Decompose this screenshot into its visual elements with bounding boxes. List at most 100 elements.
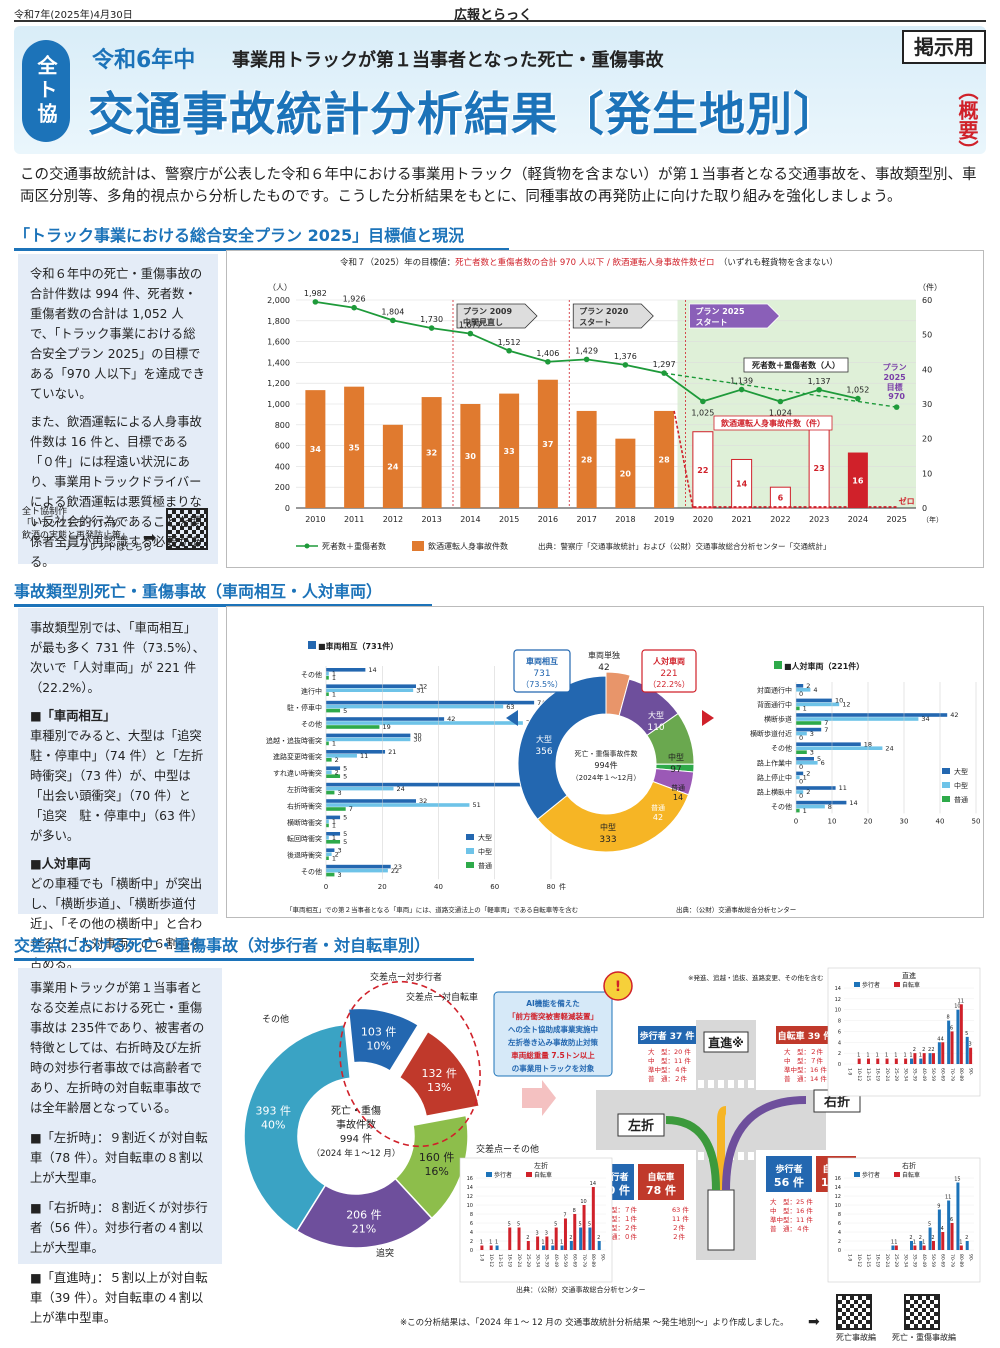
count-straight-bike [776,1026,834,1044]
mini-left-xtick: 25-29 [525,1254,531,1267]
mini-right-bar [928,1227,932,1250]
mini-left-val: 2 [597,1235,600,1241]
vehicle-mutual-bar [326,692,329,696]
mini-straight-xtick: 20-24 [884,1068,890,1081]
left-label: 左折 [628,1118,654,1134]
vehicle-mutual-category: 横断時衝突 [287,818,322,827]
mini-right-xtick: 1-9 [847,1254,853,1261]
leaflet-caption-4: リーフレットはこちら [62,543,152,553]
mini-left-ytick: 12 [467,1194,473,1200]
mini-left-val: 1 [495,1240,498,1246]
mini-straight-ytick: 8 [838,1019,841,1025]
mini-right-val: 4 [941,1226,944,1232]
qr-code-serious[interactable] [904,1294,940,1330]
vehicle-mutual-value: 14 [368,666,376,674]
x-tick: 2025 [886,515,906,524]
mini-straight-xtick: 30-34 [902,1068,908,1081]
mini-straight-val: 1 [866,1053,869,1059]
mini-straight-val: 2 [913,1047,916,1053]
mini-straight-val: 2 [931,1047,934,1053]
qr-code-leaflet[interactable] [166,508,208,550]
qr-code-fatal[interactable] [836,1294,872,1330]
mini-straight-bar [965,1036,969,1064]
ped-vehicle-category: その他 [771,744,792,753]
ai-line-5: 車両総重量 7.5トン以上 [511,1050,595,1060]
ped-val-medium: 97 [670,765,681,775]
big-arrow-icon [522,1080,556,1116]
chart1-title-target: 死亡者数と重傷者数の合計 970 人以下 / 飲酒運転人身事故件数ゼロ [455,258,715,268]
mini-left-val: 5 [579,1222,582,1228]
straight-bike-breakdown: 大 型：２件 [784,1047,824,1056]
vehicle-mutual-value: 5 [343,707,347,715]
bar-series-box [713,415,833,431]
ped-vehicle-value: 4 [813,686,817,694]
fatal-serious-point [351,304,357,311]
mini-straight-val: 1 [857,1053,860,1059]
vehicle-mutual-tick: 60 [490,883,499,891]
mini-straight-bar [857,1058,861,1064]
count-straight-ped-l1: 歩行者 37 件 [640,1030,695,1042]
mini-right-title: 右折 [902,1161,916,1170]
left-legend-swatch [466,862,474,868]
mini-left-bar [489,1245,493,1250]
x-tick: 2023 [809,515,829,524]
mini-straight-xtick: 13-15 [865,1068,871,1081]
fatal-serious-label: 1,982 [304,289,327,298]
mini-left-xtick: 70-79 [581,1254,587,1267]
ai-line-1: AI機能を備えた [526,998,580,1008]
mini-left-val: 3 [536,1231,539,1237]
callout-ped-value: 221 [660,669,677,679]
mini-left-val: 2 [569,1235,572,1241]
mini-left-bar [579,1227,583,1250]
ped-vehicle-value: 3 [810,748,814,756]
drunk-bar-label: 35 [349,443,361,452]
callout-mutual [513,649,571,693]
vehicle-mutual-tick: 40 [434,883,443,891]
mini-left-ytick: 14 [467,1185,473,1191]
y-left-tick: 2,000 [267,296,290,305]
drunk-bar [654,410,675,508]
vehicle-mutual-bar [326,774,341,778]
mini-straight-val: 4 [937,1036,940,1042]
warning-mark: ! [615,979,621,995]
ped-vehicle-bar [796,731,807,736]
y-right-tick: 30 [922,400,932,409]
ped-lbl-large: 大型 [648,710,664,720]
section3-heading: 交差点における死亡・重傷事故（対歩行者・対自転車別） [14,932,474,961]
drunk-bar [305,390,326,508]
mini-straight-bar [885,1058,889,1064]
mini-straight-xtick: 60-69 [940,1068,946,1081]
mini-left-frame [459,1157,613,1283]
vehicle-mutual-value: 1 [332,674,336,682]
mini-left-val: 14 [590,1181,596,1187]
fatal-serious-label: 1,137 [808,377,831,386]
mini-left-bar [545,1236,549,1250]
drunk-trend-drop [673,410,694,509]
vehicle-mutual-value: 32 [419,797,427,805]
y-right-tick: 60 [922,296,932,305]
mini-left-bar [495,1245,499,1250]
vehicle-mutual-category: 進路変更時衝突 [273,752,322,761]
mini-straight-ytick: 6 [838,1029,841,1035]
mini-left-xtick: 90- [599,1254,605,1262]
ped-vehicle-bar [796,790,804,794]
count-straight-bike-l1: 自転車 39 件 [778,1030,833,1042]
masthead-rule [14,20,986,22]
ped-vehicle-value: 14 [849,799,857,807]
drunk-bar-label: 28 [659,455,671,464]
ped-vehicle-bar [796,698,832,703]
mini-straight-bar [941,1042,945,1064]
mini-straight-ytick: 14 [835,986,841,992]
section1-para2: また、飲酒運転による人身事故件数は 16 件と、目標である「０件」には程遠い状況… [30,415,203,569]
mini-left-val: 3 [545,1231,548,1237]
mini-left-bar [582,1205,586,1250]
ped-vehicle-tick: 10 [828,817,837,825]
ai-line-3: への全ト協助成事業実施中 [508,1024,598,1034]
mini-right-xtick: 70-79 [949,1254,955,1267]
mini-right-bar [891,1245,895,1250]
mini-left-val: 2 [526,1235,529,1241]
mini-left-val: 1 [551,1240,554,1246]
x-tick: 2017 [576,515,596,524]
leaflet-caption-2: 「トラックドライバーの [22,519,121,529]
right-ped-breakdown: 準中型：11 件 [770,1215,813,1224]
